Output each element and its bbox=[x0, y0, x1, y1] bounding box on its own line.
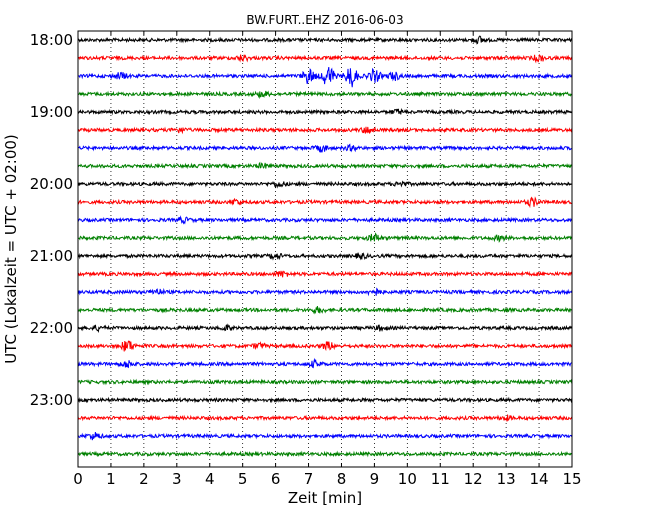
x-axis-label: Zeit [min] bbox=[288, 489, 362, 507]
chart-title: BW.FURT..EHZ 2016-06-03 bbox=[246, 13, 403, 27]
x-tick-label: 4 bbox=[205, 470, 215, 488]
y-tick-labels: 18:00 19:00 20:00 21:00 22:00 23:00 bbox=[30, 31, 73, 409]
trace-2115 bbox=[77, 270, 573, 278]
trace-2045 bbox=[77, 232, 572, 243]
y-tick-label: 23:00 bbox=[30, 391, 73, 409]
x-tick-label: 8 bbox=[337, 470, 347, 488]
y-tick-label: 18:00 bbox=[30, 31, 73, 49]
trace-2230 bbox=[77, 357, 572, 369]
x-tick-label: 7 bbox=[304, 470, 314, 488]
x-tick-label: 11 bbox=[431, 470, 450, 488]
trace-2245 bbox=[77, 378, 573, 386]
x-tick-label: 6 bbox=[271, 470, 281, 488]
tick-group bbox=[77, 31, 573, 467]
trace-2215 bbox=[77, 340, 573, 352]
y-axis-label: UTC (Lokalzeit = UTC + 02:00) bbox=[2, 134, 20, 364]
trace-2030 bbox=[77, 215, 573, 225]
trace-1800 bbox=[77, 35, 573, 45]
trace-2330 bbox=[77, 432, 573, 441]
y-tick-label: 22:00 bbox=[30, 319, 73, 337]
trace-group bbox=[77, 35, 573, 458]
plot-frame bbox=[77, 30, 573, 468]
trace-1845 bbox=[77, 90, 573, 99]
trace-2145 bbox=[77, 305, 573, 315]
x-tick-label: 10 bbox=[398, 470, 417, 488]
trace-2130 bbox=[77, 287, 573, 297]
trace-2200 bbox=[77, 323, 573, 333]
grid bbox=[78, 31, 572, 467]
x-tick-label: 1 bbox=[106, 470, 116, 488]
trace-1900 bbox=[77, 107, 573, 116]
y-tick-label: 19:00 bbox=[30, 103, 73, 121]
x-tick-label: 0 bbox=[73, 470, 83, 488]
trace-1915 bbox=[77, 126, 573, 135]
trace-1830 bbox=[77, 66, 573, 88]
trace-1945 bbox=[77, 161, 573, 170]
x-tick-label: 5 bbox=[238, 470, 248, 488]
trace-2345 bbox=[77, 450, 572, 458]
x-tick-label: 3 bbox=[172, 470, 182, 488]
y-tick-label: 20:00 bbox=[30, 175, 73, 193]
x-tick-label: 12 bbox=[464, 470, 483, 488]
trace-2015 bbox=[77, 196, 572, 209]
x-tick-label: 2 bbox=[139, 470, 149, 488]
trace-2000 bbox=[77, 180, 572, 189]
trace-2100 bbox=[77, 251, 573, 261]
trace-2300 bbox=[77, 396, 573, 404]
x-tick-label: 14 bbox=[530, 470, 549, 488]
x-tick-label: 13 bbox=[497, 470, 516, 488]
x-tick-labels: 0 1 2 3 4 5 6 7 8 9 10 11 12 13 14 15 bbox=[73, 470, 581, 488]
trace-2315 bbox=[77, 414, 573, 422]
x-tick-label: 15 bbox=[562, 470, 581, 488]
trace-1930 bbox=[77, 143, 572, 153]
trace-1815 bbox=[77, 54, 573, 64]
y-tick-label: 21:00 bbox=[30, 247, 73, 265]
x-tick-label: 9 bbox=[370, 470, 380, 488]
